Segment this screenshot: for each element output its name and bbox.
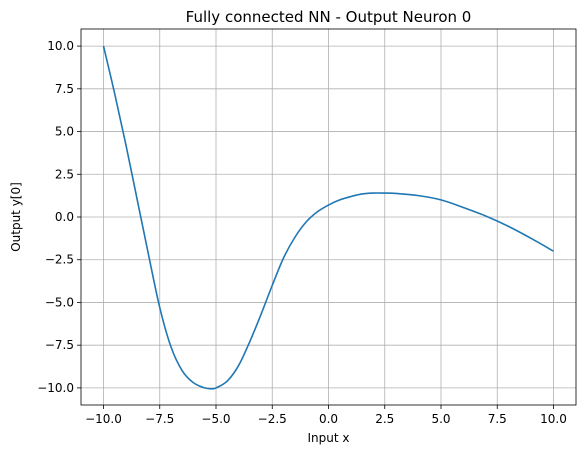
y-tick-label: −2.5: [45, 253, 74, 267]
grid-lines: [81, 29, 576, 405]
chart-title: Fully connected NN - Output Neuron 0: [186, 8, 472, 26]
x-tick-label: −5.0: [201, 412, 230, 426]
x-axis-label: Input x: [308, 431, 350, 445]
y-axis-label: Output y[0]: [9, 182, 23, 252]
y-tick-label: 10.0: [47, 39, 74, 53]
x-tick-label: −10.0: [85, 412, 122, 426]
series-line: [102, 45, 554, 390]
x-tick-label: −2.5: [258, 412, 287, 426]
x-tick-label: 2.5: [375, 412, 394, 426]
y-tick-label: 0.0: [55, 210, 74, 224]
y-tick-label: 7.5: [55, 82, 74, 96]
x-tick-label: 5.0: [431, 412, 450, 426]
x-tick-label: 10.0: [540, 412, 567, 426]
y-tick-label: 2.5: [55, 167, 74, 181]
x-tick-label: −7.5: [145, 412, 174, 426]
y-tick-label: −10.0: [37, 381, 74, 395]
y-tick-label: −5.0: [45, 295, 74, 309]
x-tick-label: 0.0: [319, 412, 338, 426]
tick-marks: [77, 45, 554, 409]
y-tick-label: −7.5: [45, 338, 74, 352]
x-tick-label: 7.5: [488, 412, 507, 426]
y-tick-label: 5.0: [55, 125, 74, 139]
plot-area: [102, 45, 554, 390]
tick-labels: −10.0 −7.5 −5.0 −2.5 0.0 2.5 5.0 7.5 10.0 −10.0 −7…: [37, 39, 567, 426]
